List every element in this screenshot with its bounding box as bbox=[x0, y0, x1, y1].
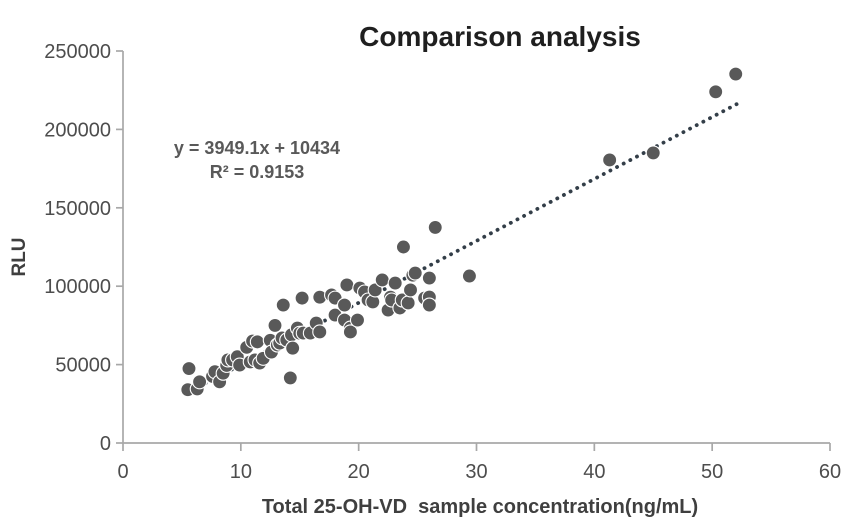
y-tick-label: 50000 bbox=[55, 355, 111, 377]
x-tick-label: 60 bbox=[819, 461, 841, 483]
y-tick-label: 150000 bbox=[44, 198, 111, 220]
scatter-point bbox=[312, 324, 328, 340]
scatter-point bbox=[336, 297, 353, 313]
scatter-point bbox=[407, 265, 423, 281]
scatter-point bbox=[708, 84, 724, 100]
y-tick-label: 250000 bbox=[44, 41, 111, 63]
scatter-point bbox=[339, 277, 355, 293]
trendline-equation: y = 3949.1x + 10434 bbox=[174, 138, 340, 158]
axes: 0 50000 100000 150000 200000 250000 0 10 20 30 40 5… bbox=[44, 41, 841, 483]
x-tick-label: 40 bbox=[583, 461, 605, 483]
scatter-point bbox=[427, 219, 443, 235]
scatter-point bbox=[421, 297, 437, 313]
scatter-point bbox=[374, 272, 390, 288]
scatter-point bbox=[400, 295, 416, 311]
scatter-point bbox=[645, 145, 661, 161]
scatter-point bbox=[461, 268, 477, 284]
x-tick-label: 0 bbox=[117, 461, 128, 483]
scatter-point bbox=[282, 370, 298, 386]
x-tick-label: 20 bbox=[348, 461, 370, 483]
scatter-point bbox=[728, 66, 744, 82]
scatter-points bbox=[180, 66, 744, 398]
scatter-point bbox=[602, 152, 618, 168]
y-tick-label: 100000 bbox=[44, 276, 111, 298]
scatter-point bbox=[294, 290, 310, 306]
x-axis-title: Total 25-OH-VD sample concentration(ng/m… bbox=[262, 496, 698, 518]
x-tick-label: 10 bbox=[230, 461, 252, 483]
scatter-point bbox=[395, 239, 411, 255]
scatter-point bbox=[285, 340, 301, 356]
x-tick-label: 50 bbox=[701, 461, 723, 483]
scatter-point bbox=[421, 270, 437, 286]
scatter-point bbox=[192, 374, 208, 390]
scatter-point bbox=[275, 297, 291, 313]
scatter-point bbox=[267, 317, 283, 333]
y-tick-label: 0 bbox=[100, 433, 111, 455]
scatter-point bbox=[181, 360, 197, 377]
scatter-point bbox=[402, 282, 419, 298]
trendline-r-squared: R² = 0.9153 bbox=[210, 162, 305, 182]
scatter-point bbox=[349, 312, 366, 328]
scatter-point bbox=[342, 324, 358, 340]
scatter-point bbox=[249, 334, 265, 350]
y-axis-title: RLU bbox=[9, 237, 30, 276]
y-tick-label: 200000 bbox=[44, 119, 111, 141]
x-tick-label: 30 bbox=[465, 461, 487, 483]
chart-title: Comparison analysis bbox=[359, 21, 641, 52]
scatter-point bbox=[387, 275, 403, 291]
